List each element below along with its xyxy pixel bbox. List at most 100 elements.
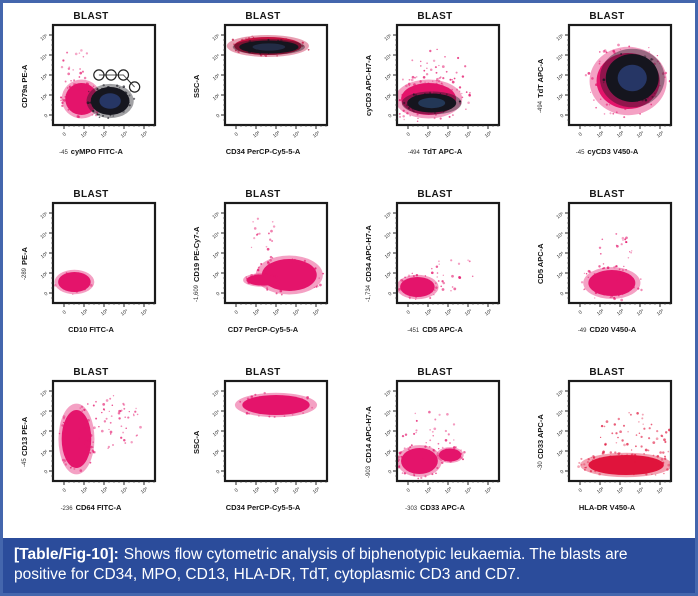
svg-text:10⁵: 10⁵ bbox=[39, 389, 49, 398]
scatter-plot: 10⁵ 0 10⁴ 10² 10³ 10³ 10² 10⁴ 0 10⁵ bbox=[39, 201, 156, 317]
svg-text:10⁴: 10⁴ bbox=[211, 231, 221, 240]
svg-text:10²: 10² bbox=[596, 130, 606, 139]
svg-text:10³: 10³ bbox=[444, 308, 454, 317]
svg-text:10²: 10² bbox=[252, 308, 262, 317]
svg-text:10⁴: 10⁴ bbox=[291, 130, 301, 139]
caption-label: [Table/Fig-10]: bbox=[14, 546, 119, 564]
svg-text:10²: 10² bbox=[424, 308, 434, 317]
svg-text:10³: 10³ bbox=[384, 73, 394, 82]
svg-text:10⁵: 10⁵ bbox=[484, 308, 494, 317]
svg-text:10³: 10³ bbox=[100, 130, 110, 139]
y-axis-neg-tick: -1,734 bbox=[366, 285, 372, 303]
svg-text:10⁴: 10⁴ bbox=[211, 409, 221, 418]
svg-text:10²: 10² bbox=[252, 130, 262, 139]
svg-text:10⁵: 10⁵ bbox=[211, 211, 221, 220]
svg-text:10²: 10² bbox=[424, 130, 434, 139]
svg-text:10⁴: 10⁴ bbox=[119, 486, 129, 495]
y-axis-label: -1,734 CD34 APC-H7-A bbox=[364, 225, 374, 303]
flow-plot-cd33-apc-vs-hladr-v450: BLAST -30 CD33 APC-A 10⁵ 0 10⁴ 10² 10³ 10³ 10² 10⁴… bbox=[521, 361, 693, 539]
svg-text:10²: 10² bbox=[424, 486, 434, 495]
svg-text:10²: 10² bbox=[556, 448, 566, 457]
flow-plot-cd34-apch7-vs-cd5-apc: BLAST -1,734 CD34 APC-H7-A 10⁵ 0 10⁴ 10² 10³ 10³… bbox=[349, 183, 521, 361]
y-axis-neg-tick: -1,609 bbox=[194, 284, 200, 302]
svg-text:0: 0 bbox=[61, 309, 67, 316]
x-axis-label: CD10 FITC-A bbox=[68, 324, 114, 334]
svg-text:10⁴: 10⁴ bbox=[119, 130, 129, 139]
svg-text:10²: 10² bbox=[556, 271, 566, 280]
svg-text:10³: 10³ bbox=[100, 486, 110, 495]
svg-text:10⁴: 10⁴ bbox=[555, 53, 565, 62]
scatter-plot: 10⁵ 0 10⁴ 10² 10³ 10³ 10² 10⁴ 0 10⁵ bbox=[555, 379, 672, 495]
svg-text:0: 0 bbox=[43, 468, 49, 475]
svg-text:10²: 10² bbox=[212, 93, 222, 102]
svg-text:10³: 10³ bbox=[616, 486, 626, 495]
svg-text:10⁵: 10⁵ bbox=[656, 130, 666, 139]
svg-text:10²: 10² bbox=[40, 448, 50, 457]
flow-plot-ssc-vs-cd34-percp-2: BLAST SSC-A 10⁵ 0 10⁴ 10² 10³ 10³ 10² 10⁴ 0 10⁵ CD34… bbox=[177, 361, 349, 539]
svg-text:10⁵: 10⁵ bbox=[140, 130, 150, 139]
scatter-plot: 10⁵ 0 10⁴ 10² 10³ 10³ 10² 10⁴ 0 10⁵ bbox=[211, 201, 328, 317]
svg-text:10³: 10³ bbox=[272, 130, 282, 139]
x-axis-label: CD34 PerCP-Cy5-5-A bbox=[225, 147, 301, 156]
svg-text:10⁵: 10⁵ bbox=[312, 486, 322, 495]
svg-text:0: 0 bbox=[405, 309, 411, 316]
y-axis-neg-tick: -30 bbox=[538, 461, 544, 470]
svg-text:10⁵: 10⁵ bbox=[312, 308, 322, 317]
flow-plot-pe-vs-cd10-fitc: BLAST -289 PE-A 10⁵ 0 10⁴ 10² 10³ 10³ 10² 10⁴ 0 10⁵ C… bbox=[5, 183, 177, 361]
svg-text:0: 0 bbox=[577, 309, 583, 316]
x-axis-label: -45 cyMPO FITC-A bbox=[59, 147, 123, 156]
svg-text:10³: 10³ bbox=[212, 73, 222, 82]
svg-text:10²: 10² bbox=[80, 130, 90, 139]
svg-text:10³: 10³ bbox=[100, 308, 110, 317]
plot-title: BLAST bbox=[245, 11, 281, 22]
svg-text:0: 0 bbox=[233, 309, 239, 316]
svg-text:10³: 10³ bbox=[556, 73, 566, 82]
svg-text:10³: 10³ bbox=[556, 251, 566, 260]
svg-text:10³: 10³ bbox=[444, 130, 454, 139]
svg-text:0: 0 bbox=[215, 291, 221, 298]
svg-text:10⁵: 10⁵ bbox=[39, 33, 49, 42]
svg-text:10³: 10³ bbox=[616, 308, 626, 317]
x-axis-neg-tick: -45 bbox=[59, 150, 68, 156]
scatter-plot: 10⁵ 0 10⁴ 10² 10³ 10³ 10² 10⁴ 0 10⁵ bbox=[39, 379, 156, 495]
svg-text:0: 0 bbox=[387, 113, 393, 120]
plot-title: BLAST bbox=[73, 11, 109, 22]
svg-text:10³: 10³ bbox=[556, 428, 566, 437]
svg-text:10²: 10² bbox=[40, 93, 50, 102]
svg-text:10⁴: 10⁴ bbox=[463, 130, 473, 139]
y-axis-label: -494 TdT APC-A bbox=[536, 58, 546, 114]
x-axis-label: CD7 PerCP-Cy5-5-A bbox=[227, 324, 299, 334]
flow-plot-cd5-apc-vs-cd20-v450: BLAST CD5 APC-A 10⁵ 0 10⁴ 10² 10³ 10³ 10² 10⁴ 0 10⁵… bbox=[521, 183, 693, 361]
svg-text:10⁴: 10⁴ bbox=[211, 53, 221, 62]
svg-text:0: 0 bbox=[405, 487, 411, 494]
svg-text:10²: 10² bbox=[596, 308, 606, 317]
svg-text:10⁵: 10⁵ bbox=[484, 486, 494, 495]
svg-text:0: 0 bbox=[577, 131, 583, 138]
svg-text:10⁵: 10⁵ bbox=[383, 389, 393, 398]
svg-text:10³: 10³ bbox=[272, 486, 282, 495]
scatter-plot: 10⁵ 0 10⁴ 10² 10³ 10³ 10² 10⁴ 0 10⁵ bbox=[39, 23, 156, 140]
plot-title: BLAST bbox=[245, 366, 281, 378]
svg-text:10⁵: 10⁵ bbox=[555, 389, 565, 398]
x-axis-neg-tick: -494 bbox=[407, 150, 420, 156]
svg-text:0: 0 bbox=[559, 468, 565, 475]
scatter-plot: 10⁵ 0 10⁴ 10² 10³ 10³ 10² 10⁴ 0 10⁵ bbox=[555, 201, 672, 317]
svg-text:10⁵: 10⁵ bbox=[211, 389, 221, 398]
svg-text:10⁴: 10⁴ bbox=[635, 308, 645, 317]
plot-title: BLAST bbox=[589, 11, 625, 22]
svg-text:10²: 10² bbox=[384, 271, 394, 280]
svg-text:10³: 10³ bbox=[212, 251, 222, 260]
svg-text:10²: 10² bbox=[384, 448, 394, 457]
caption-text: Shows flow cytometric analysis of biphen… bbox=[14, 546, 628, 584]
svg-text:10⁵: 10⁵ bbox=[39, 211, 49, 220]
flow-plot-cd79a-pe-vs-cympo-fitc: BLAST CD79a PE-A 10⁵ 0 10⁴ 10² 10³ 10³ 10² 10⁴ 0 10… bbox=[5, 5, 177, 183]
svg-text:10³: 10³ bbox=[40, 428, 50, 437]
svg-text:10³: 10³ bbox=[616, 130, 626, 139]
flow-plot-tdt-apc-vs-cycd3-v450: BLAST -494 TdT APC-A 10⁵ 0 10⁴ 10² 10³ 10³ 10² 10⁴… bbox=[521, 5, 693, 183]
svg-text:10⁴: 10⁴ bbox=[463, 308, 473, 317]
y-axis-label: -30 CD33 APC-A bbox=[536, 413, 546, 470]
svg-text:10⁴: 10⁴ bbox=[383, 53, 393, 62]
plot-title: BLAST bbox=[417, 11, 453, 22]
svg-text:10⁵: 10⁵ bbox=[383, 33, 393, 42]
plot-title: BLAST bbox=[73, 366, 109, 378]
